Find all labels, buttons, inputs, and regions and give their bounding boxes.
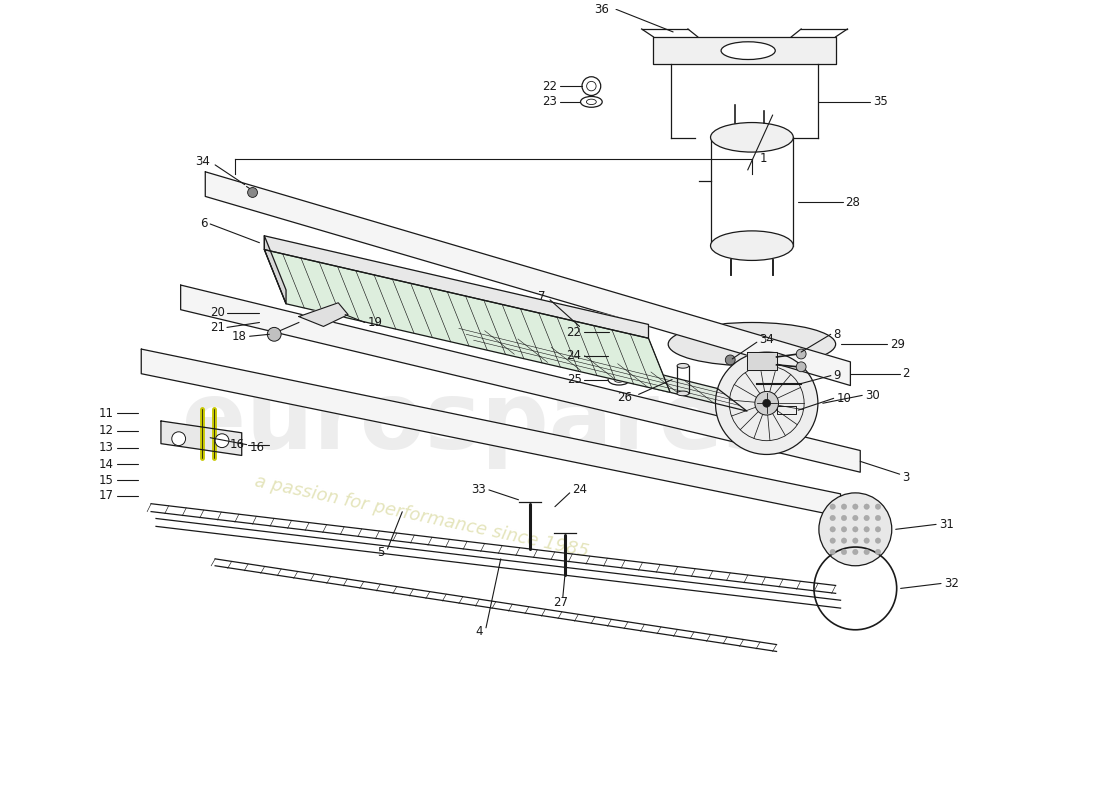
Text: eurospares: eurospares	[183, 377, 780, 469]
Text: 32: 32	[944, 577, 959, 590]
Text: 31: 31	[939, 518, 954, 531]
Polygon shape	[747, 352, 777, 370]
Text: 34: 34	[759, 333, 773, 346]
Text: 36: 36	[594, 2, 609, 16]
Text: 3: 3	[903, 470, 910, 484]
Circle shape	[842, 538, 847, 543]
Text: 17: 17	[99, 490, 113, 502]
Text: a passion for performance since 1985: a passion for performance since 1985	[253, 472, 591, 561]
Text: 29: 29	[890, 338, 905, 350]
Text: 16: 16	[250, 441, 265, 454]
Text: 34: 34	[196, 155, 210, 169]
Text: 35: 35	[873, 95, 888, 108]
Text: 30: 30	[866, 389, 880, 402]
Text: 21: 21	[210, 321, 225, 334]
Circle shape	[829, 504, 835, 510]
Circle shape	[725, 355, 735, 365]
Polygon shape	[653, 37, 836, 65]
Polygon shape	[264, 250, 670, 393]
Circle shape	[876, 538, 881, 543]
Circle shape	[842, 526, 847, 532]
Text: 18: 18	[232, 330, 246, 342]
Circle shape	[852, 515, 858, 521]
Text: 22: 22	[542, 80, 557, 93]
Ellipse shape	[722, 42, 776, 59]
Circle shape	[172, 432, 186, 446]
Ellipse shape	[711, 122, 793, 152]
Text: 13: 13	[99, 441, 113, 454]
Ellipse shape	[678, 363, 689, 368]
Ellipse shape	[711, 231, 793, 261]
Text: 24: 24	[572, 483, 586, 497]
Text: 25: 25	[566, 373, 582, 386]
Text: 23: 23	[542, 95, 557, 108]
Text: 9: 9	[834, 369, 842, 382]
Circle shape	[864, 515, 869, 521]
Circle shape	[864, 550, 869, 554]
Circle shape	[864, 504, 869, 510]
Polygon shape	[141, 349, 840, 517]
Polygon shape	[299, 302, 348, 326]
Circle shape	[876, 526, 881, 532]
Text: 6: 6	[200, 218, 207, 230]
Circle shape	[818, 493, 892, 566]
Text: 2: 2	[903, 367, 910, 380]
Text: 15: 15	[99, 474, 113, 486]
Text: 19: 19	[367, 316, 383, 329]
Text: 28: 28	[846, 196, 860, 209]
Circle shape	[796, 349, 806, 359]
Circle shape	[842, 515, 847, 521]
Text: 22: 22	[566, 326, 582, 339]
Polygon shape	[206, 172, 850, 386]
Circle shape	[829, 550, 835, 554]
Circle shape	[762, 399, 771, 407]
Text: 4: 4	[475, 626, 483, 638]
Text: 33: 33	[471, 483, 486, 497]
Circle shape	[796, 362, 806, 372]
Text: 5: 5	[377, 546, 385, 559]
Circle shape	[876, 504, 881, 510]
Polygon shape	[451, 322, 747, 411]
Circle shape	[829, 538, 835, 543]
Circle shape	[852, 504, 858, 510]
Circle shape	[715, 352, 818, 454]
Circle shape	[876, 550, 881, 554]
Text: 11: 11	[99, 406, 113, 419]
Circle shape	[852, 550, 858, 554]
Polygon shape	[264, 236, 649, 338]
Circle shape	[829, 515, 835, 521]
Circle shape	[842, 504, 847, 510]
Ellipse shape	[668, 322, 836, 366]
Circle shape	[864, 526, 869, 532]
Text: 12: 12	[99, 424, 113, 438]
Circle shape	[216, 434, 229, 447]
Text: 26: 26	[617, 391, 631, 404]
Text: 16: 16	[230, 438, 244, 451]
Polygon shape	[180, 285, 860, 472]
Circle shape	[829, 526, 835, 532]
Text: 27: 27	[553, 596, 569, 609]
Polygon shape	[161, 421, 242, 455]
Polygon shape	[264, 236, 286, 304]
Text: 7: 7	[538, 290, 546, 303]
Ellipse shape	[729, 338, 774, 350]
Circle shape	[755, 391, 779, 415]
Text: 14: 14	[99, 458, 113, 471]
Circle shape	[852, 538, 858, 543]
Ellipse shape	[678, 391, 689, 396]
Circle shape	[852, 526, 858, 532]
Text: 1: 1	[760, 153, 768, 166]
Text: 10: 10	[837, 392, 851, 405]
Text: 24: 24	[566, 350, 582, 362]
Circle shape	[248, 187, 257, 198]
Circle shape	[876, 515, 881, 521]
Text: 20: 20	[210, 306, 225, 319]
Circle shape	[864, 538, 869, 543]
Circle shape	[842, 550, 847, 554]
Circle shape	[267, 327, 282, 341]
Text: 8: 8	[834, 328, 842, 341]
